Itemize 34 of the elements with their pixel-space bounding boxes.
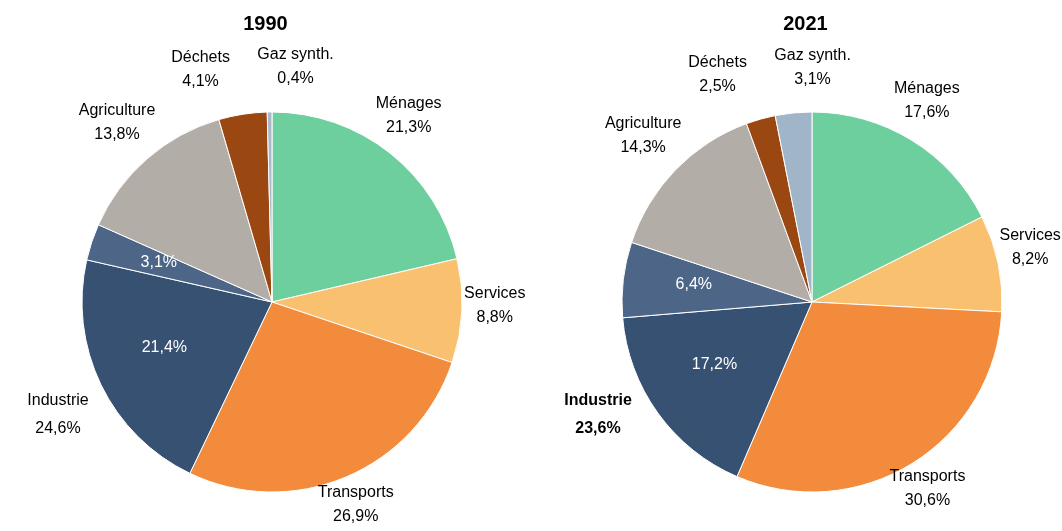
slice-label: Agriculture — [78, 101, 156, 119]
slice-label: Agriculture — [604, 114, 682, 132]
chart-title: 2021 — [782, 12, 829, 35]
data-label: 3,1% — [794, 70, 831, 88]
chart-title: 1990 — [242, 12, 289, 35]
data-label: 0,4% — [277, 69, 314, 87]
text: 23,6% — [575, 419, 621, 436]
data-label: 30,6% — [904, 490, 951, 508]
text: Industrie — [564, 391, 632, 408]
data-label: 8,2% — [1011, 250, 1049, 268]
data-label: 21,3% — [385, 118, 432, 136]
data-label: 14,3% — [620, 138, 666, 156]
data-label: 8,8% — [476, 307, 513, 325]
slice-label: Déchets — [688, 53, 747, 71]
slice-label: Gaz synth. — [257, 45, 334, 63]
slice-label: Ménages — [893, 79, 960, 97]
data-label: 2,5% — [699, 77, 736, 95]
data-label: 3,1% — [140, 252, 178, 270]
text: Industrie — [27, 391, 89, 408]
data-label: 17,2% — [691, 355, 738, 373]
slice-label: Transports — [317, 483, 394, 501]
data-label: 4,1% — [182, 71, 219, 89]
data-label: 26,9% — [333, 507, 379, 525]
slice-label: Services — [999, 226, 1061, 244]
text: 24,6% — [35, 419, 81, 436]
data-label: 6,4% — [675, 275, 713, 293]
slice-label: Déchets — [171, 47, 230, 65]
data-label: 17,6% — [904, 103, 950, 121]
data-label: 21,4% — [141, 338, 188, 356]
slice-label: Transports — [889, 466, 966, 484]
slice-label: Ménages — [375, 94, 442, 112]
data-label: 13,8% — [94, 125, 140, 143]
slice-label: Gaz synth. — [774, 46, 851, 64]
slice-label: Services — [464, 283, 526, 301]
